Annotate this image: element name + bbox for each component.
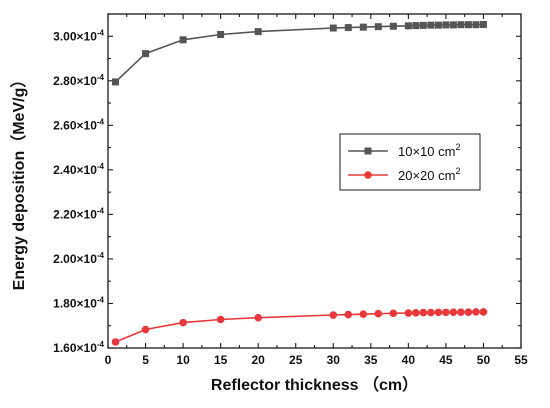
legend: 10×10 cm2 20×20 cm2 <box>339 133 481 191</box>
legend-marker-circle <box>364 171 372 179</box>
data-point-square <box>442 21 450 29</box>
data-point-circle <box>412 309 420 317</box>
y-tick-label: 2.20×10-4 <box>53 206 104 221</box>
x-tick-label: 50 <box>477 353 491 367</box>
data-point-circle <box>449 308 458 316</box>
data-point-square <box>359 23 367 31</box>
data-point-square <box>179 36 187 44</box>
data-point-circle <box>389 309 398 318</box>
data-point-circle <box>329 311 338 319</box>
data-point-square <box>464 21 472 29</box>
data-point-circle <box>111 338 120 346</box>
data-point-circle <box>464 308 473 316</box>
series-line <box>114 23 484 83</box>
x-tick-label: 0 <box>105 353 112 367</box>
series-line <box>115 311 484 343</box>
data-point-circle <box>254 313 262 322</box>
data-point-circle <box>216 315 225 324</box>
data-point-circle <box>141 325 150 334</box>
data-point-square <box>389 22 397 30</box>
data-point-circle <box>344 310 353 319</box>
y-tick-label: 3.00×10-4 <box>53 28 104 43</box>
data-point-square <box>344 24 352 32</box>
data-point-square <box>404 22 412 30</box>
data-point-square <box>427 21 435 29</box>
legend-box <box>339 133 481 191</box>
data-point-circle <box>457 308 465 316</box>
data-point-square <box>449 21 457 29</box>
data-point-circle <box>359 310 368 318</box>
x-tick-label: 15 <box>214 353 228 367</box>
data-point-square <box>112 78 120 86</box>
data-point-square <box>457 21 465 29</box>
legend-label: 20×20 cm2 <box>398 166 460 183</box>
y-tick-label: 1.60×10-4 <box>53 340 104 355</box>
data-point-square <box>419 21 427 29</box>
y-tick-label: 2.60×10-4 <box>53 117 104 132</box>
series-layer <box>111 20 488 346</box>
data-point-circle <box>374 309 383 318</box>
x-tick-label: 55 <box>514 353 528 367</box>
data-point-square <box>479 20 487 28</box>
data-point-square <box>374 23 382 31</box>
data-point-square <box>434 21 442 29</box>
x-tick-label: 25 <box>289 353 303 367</box>
data-point-square <box>472 21 480 29</box>
data-point-circle <box>404 309 413 317</box>
data-point-square <box>217 30 225 38</box>
y-tick-label: 2.00×10-4 <box>53 251 104 266</box>
x-tick-label: 20 <box>252 353 266 367</box>
data-point-square <box>254 28 262 36</box>
x-tick-label: 35 <box>364 353 378 367</box>
x-axis-title: Reflector thickness （cm） <box>211 376 418 394</box>
x-tick-label: 40 <box>402 353 416 367</box>
data-point-square <box>412 22 420 30</box>
data-point-circle <box>479 308 488 316</box>
y-tick-label: 2.40×10-4 <box>53 162 104 177</box>
data-point-square <box>329 24 337 32</box>
ticks: 0 5 10 15 20 25 30 35 40 45 50 55 1.60×10-4 1.80×10-4… <box>53 13 528 367</box>
series-2 <box>111 308 488 346</box>
y-axis-title: Energy deposition（MeV/g） <box>10 72 28 291</box>
data-point-circle <box>434 308 443 317</box>
y-tick-label: 2.80×10-4 <box>53 73 104 88</box>
x-tick-label: 10 <box>176 353 190 367</box>
x-tick-label: 30 <box>327 353 341 367</box>
x-tick-label: 5 <box>142 353 149 367</box>
y-tick-label: 1.80×10-4 <box>53 295 104 310</box>
data-point-circle <box>442 308 450 317</box>
data-point-circle <box>427 308 435 317</box>
legend-marker-square <box>364 147 372 155</box>
x-tick-label: 45 <box>439 353 453 367</box>
data-point-circle <box>179 318 187 327</box>
data-point-square <box>142 50 150 58</box>
series-1 <box>112 20 487 86</box>
data-point-circle <box>419 308 428 317</box>
legend-label: 10×10 cm2 <box>398 142 460 159</box>
data-point-circle <box>472 308 480 316</box>
